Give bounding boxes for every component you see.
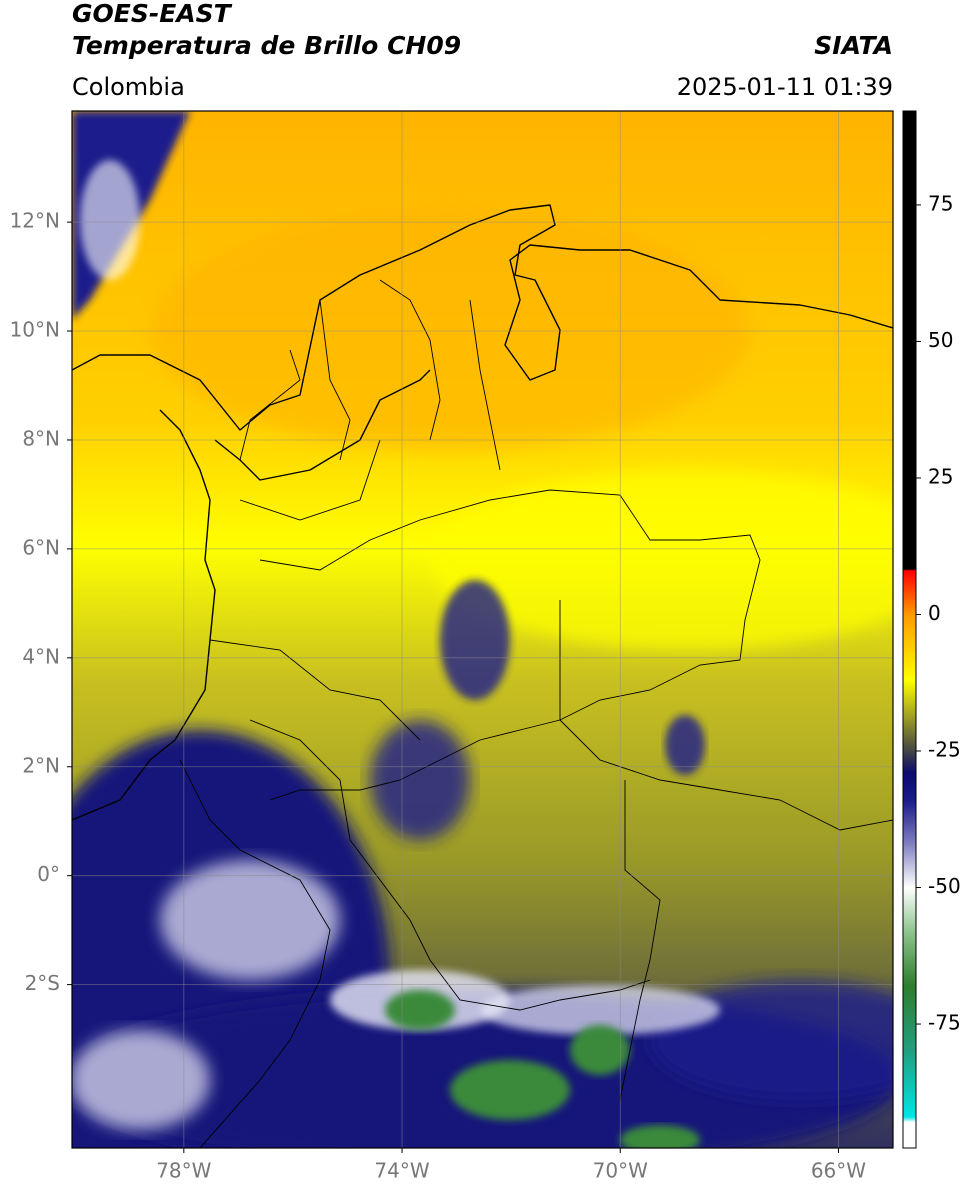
colorbar-tick-label: 25 xyxy=(928,464,953,488)
colorbar-tick-label: 75 xyxy=(928,191,953,215)
satellite-image xyxy=(72,111,893,1148)
y-tick-label: 4°N xyxy=(22,644,60,668)
y-tick-label: 12°N xyxy=(10,209,60,233)
colorbar-tick-label: -50 xyxy=(928,874,961,898)
title-top: GOES-EAST xyxy=(72,0,233,28)
colorbar-tick-label: -75 xyxy=(928,1011,961,1035)
map-frame xyxy=(71,110,894,1149)
y-tick-label: 6°N xyxy=(22,535,60,559)
source: SIATA xyxy=(814,31,893,60)
y-tick-label: 10°N xyxy=(10,318,60,342)
x-tick-label: 74°W xyxy=(374,1159,429,1183)
datetime: 2025-01-11 01:39 xyxy=(677,73,893,101)
x-tick-label: 66°W xyxy=(811,1159,866,1183)
colorbar-tick-label: -25 xyxy=(928,738,961,762)
colorbar-tick-label: 50 xyxy=(928,328,953,352)
y-tick-label: 2°N xyxy=(22,753,60,777)
colorbar-frame xyxy=(902,110,917,1149)
y-tick-label: 8°N xyxy=(22,426,60,450)
region: Colombia xyxy=(72,73,185,101)
x-tick-label: 78°W xyxy=(156,1159,211,1183)
y-tick-label: 0° xyxy=(37,862,60,886)
colorbar xyxy=(903,111,916,1148)
title: Temperatura de Brillo CH09 xyxy=(72,31,461,60)
x-tick-label: 70°W xyxy=(593,1159,648,1183)
colorbar-tick-label: 0 xyxy=(928,601,941,625)
y-tick-label: 2°S xyxy=(25,971,60,995)
